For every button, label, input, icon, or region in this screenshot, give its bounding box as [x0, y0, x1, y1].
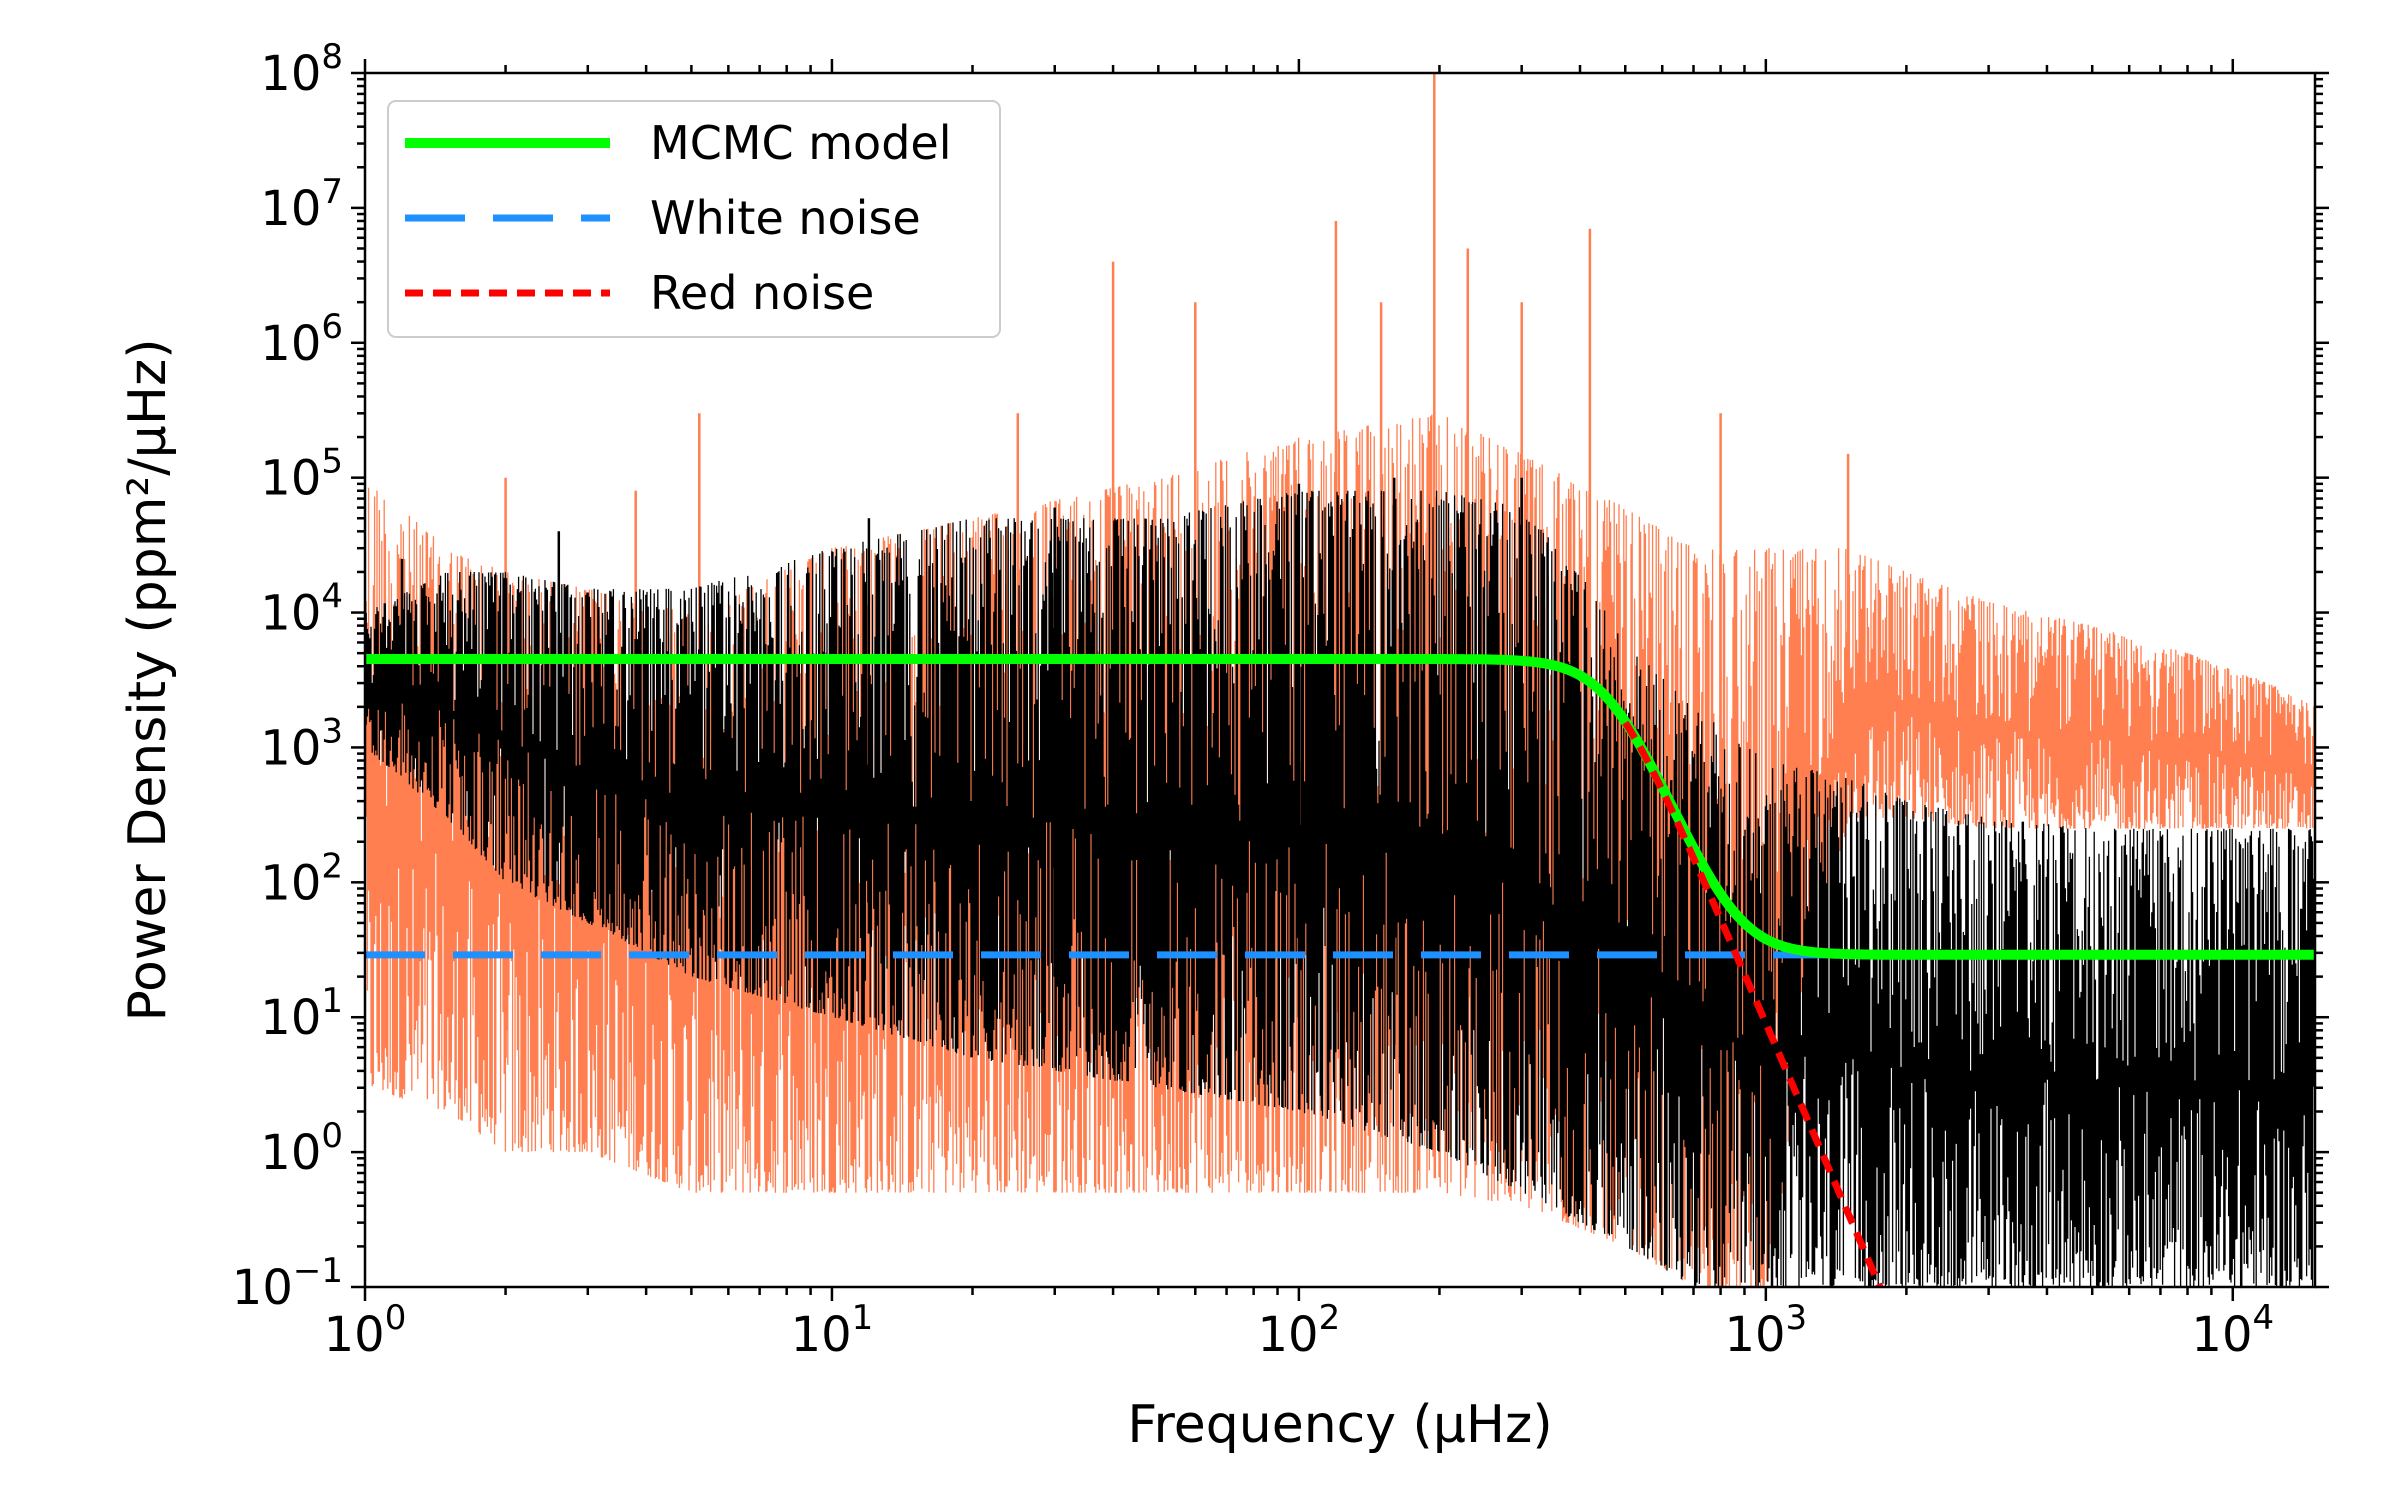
legend-label-0: MCMC model — [650, 116, 951, 170]
legend-box — [387, 100, 1001, 338]
legend: MCMC model White noise Red noise — [387, 100, 1001, 338]
mcmc-model-line — [365, 654, 2315, 960]
model-lines — [365, 654, 2315, 1287]
x-tick-label-3: 103 — [1724, 1298, 1807, 1363]
x-tick-label-2: 102 — [1258, 1298, 1341, 1363]
y-tick-label-9: 108 — [260, 37, 343, 102]
plot-frame — [363, 71, 2317, 1289]
x-tick-label-1: 101 — [791, 1298, 874, 1363]
x-axis-title: Frequency (μHz) — [1127, 1395, 1552, 1455]
y-tick-label-7: 106 — [260, 307, 343, 372]
x-tick-label-0: 100 — [324, 1298, 407, 1363]
y-tick-label-1: 100 — [260, 1116, 343, 1181]
y-tick-label-0: 10−1 — [232, 1251, 343, 1316]
y-tick-label-4: 103 — [260, 711, 343, 776]
y-tick-label-3: 102 — [260, 846, 343, 911]
y-axis-title: Power Density (ppm²/μHz) — [118, 338, 178, 1021]
legend-label-2: Red noise — [650, 266, 874, 320]
y-tick-label-2: 101 — [260, 981, 343, 1046]
x-tick-label-4: 104 — [2191, 1298, 2274, 1363]
y-tick-label-8: 107 — [260, 172, 343, 237]
legend-label-1: White noise — [650, 191, 921, 245]
y-tick-label-6: 105 — [260, 442, 343, 507]
axis-ticks: 100 101 102 103 10410−1100101102103104105106… — [232, 37, 2329, 1363]
plot-area — [365, 73, 2315, 1287]
y-tick-label-5: 104 — [260, 577, 343, 642]
filtered-spectrum-series — [365, 477, 2315, 1287]
red-noise-line — [1622, 720, 1884, 1287]
